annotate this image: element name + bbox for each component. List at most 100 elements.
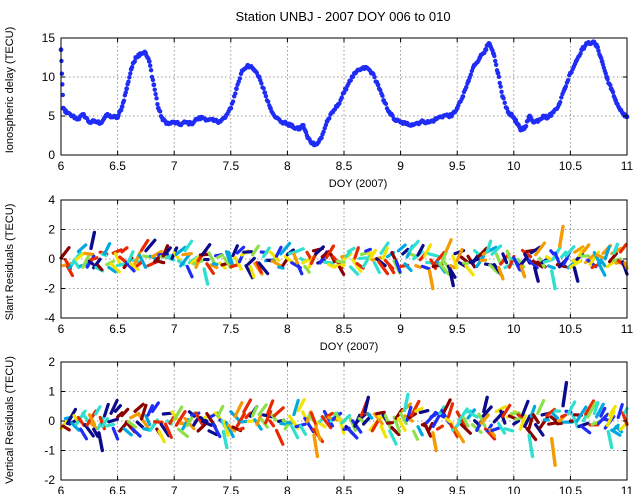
y-axis-label: Slant Residuals (TECU) [4,204,16,321]
data-point [556,105,560,109]
data-point [380,94,384,98]
residual-segment [74,260,79,267]
x-tick-label: 9.5 [449,484,466,494]
data-point [490,48,494,52]
residual-segment [448,404,452,417]
residual-segment [549,423,557,424]
data-point [460,97,464,101]
data-point [146,56,150,60]
x-tick-label: 6 [58,159,65,173]
data-point [153,92,157,96]
data-point [124,90,128,94]
residual-spike [204,269,207,284]
residual-segment [185,241,191,251]
residual-spike [91,232,94,248]
residual-spike [314,435,317,456]
data-point [604,71,608,75]
x-tick-label: 6.5 [109,484,126,494]
data-point [498,81,502,85]
residual-segment [623,413,627,425]
data-point [266,99,270,103]
residual-segment [581,426,589,433]
data-point [493,59,497,63]
residual-spike [433,433,436,451]
residual-segment [620,245,626,252]
residual-segment [499,267,503,278]
data-point [60,72,64,76]
residual-segment [329,265,335,268]
residual-segment [253,407,257,416]
data-point [261,86,265,90]
residual-segment [294,400,298,414]
residual-segment [155,422,162,423]
residual-segment [514,421,519,424]
residual-segment [546,257,550,259]
data-point [318,136,322,140]
residual-segment [91,258,96,260]
data-point [238,76,242,80]
x-tick-label: 8 [284,484,291,494]
x-tick-label: 10.5 [559,484,583,494]
residual-segment [105,404,109,415]
data-point [124,86,129,91]
residual-segment [277,430,283,444]
residual-segment [418,427,422,435]
residual-segment [89,261,92,264]
y-tick-label: -1 [44,444,55,458]
residual-segment [107,424,114,425]
data-point [239,72,243,76]
data-point [494,63,498,67]
data-point [133,59,137,63]
residual-segment [555,253,559,263]
residual-segment [429,254,438,256]
data-point [341,91,345,95]
residual-segment [124,429,131,435]
data-point [566,78,570,82]
residual-segment [398,245,405,251]
residual-segment [61,248,69,258]
data-point [564,84,568,88]
x-tick-label: 7.5 [222,322,239,336]
data-point [495,68,499,72]
data-point [594,43,598,47]
residual-segment [603,419,609,420]
residual-segment [218,406,223,416]
data-point [497,75,501,79]
residual-segment [279,267,283,268]
y-tick-label: 0 [48,414,55,428]
residual-segment [538,401,544,414]
data-point [327,116,331,120]
data-point [126,79,130,83]
residual-segment [348,248,354,251]
residual-segment [259,405,266,415]
y-tick-label: 4 [48,193,55,207]
data-point [524,124,528,128]
data-point [227,107,231,111]
residual-spike [552,439,555,466]
x-tick-label: 9 [397,159,404,173]
data-point [573,62,577,66]
residual-segment [63,426,69,430]
residual-segment [492,428,500,431]
residual-spike [535,268,538,281]
residual-segment [194,419,198,425]
residual-spike [529,435,532,456]
data-point [561,89,565,93]
x-tick-label: 7.5 [222,159,239,173]
x-tick-label: 6 [58,322,65,336]
y-tick-label: -4 [44,311,55,325]
residual-segment [307,252,311,259]
residual-segment [209,253,214,263]
residual-segment [601,260,605,266]
residual-segment [135,404,143,411]
y-tick-label: 10 [42,70,56,84]
x-tick-label: 7.5 [222,484,239,494]
residual-spike [552,271,555,289]
residual-segment [244,400,251,412]
data-point [128,71,132,75]
residual-segment [355,248,358,258]
residual-segment [240,428,243,429]
data-point [256,74,260,78]
residual-segment [105,244,110,254]
